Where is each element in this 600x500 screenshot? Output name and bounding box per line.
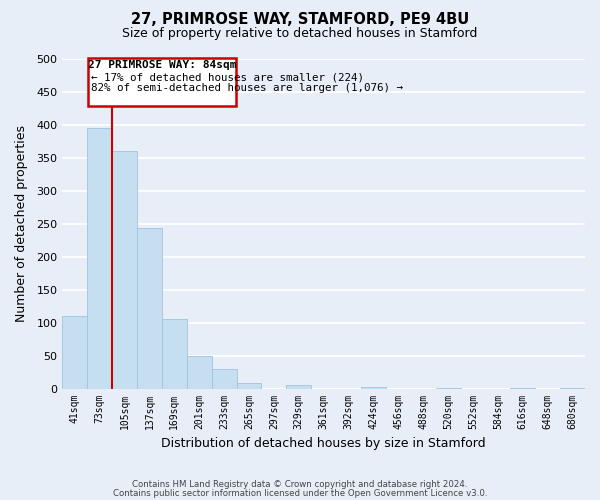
Y-axis label: Number of detached properties: Number of detached properties — [15, 126, 28, 322]
Bar — [187, 356, 212, 388]
Text: Contains HM Land Registry data © Crown copyright and database right 2024.: Contains HM Land Registry data © Crown c… — [132, 480, 468, 489]
X-axis label: Distribution of detached houses by size in Stamford: Distribution of detached houses by size … — [161, 437, 486, 450]
Text: Size of property relative to detached houses in Stamford: Size of property relative to detached ho… — [122, 28, 478, 40]
Bar — [236, 384, 262, 388]
Text: Contains public sector information licensed under the Open Government Licence v3: Contains public sector information licen… — [113, 489, 487, 498]
Text: 82% of semi-detached houses are larger (1,076) →: 82% of semi-detached houses are larger (… — [91, 84, 403, 94]
Bar — [112, 152, 137, 388]
Text: ← 17% of detached houses are smaller (224): ← 17% of detached houses are smaller (22… — [91, 72, 364, 82]
Bar — [62, 316, 87, 388]
FancyBboxPatch shape — [88, 58, 236, 106]
Bar — [162, 320, 187, 388]
Text: 27 PRIMROSE WAY: 84sqm: 27 PRIMROSE WAY: 84sqm — [88, 60, 236, 70]
Bar — [87, 128, 112, 388]
Text: 27, PRIMROSE WAY, STAMFORD, PE9 4BU: 27, PRIMROSE WAY, STAMFORD, PE9 4BU — [131, 12, 469, 28]
Bar — [137, 228, 162, 388]
Bar — [361, 387, 386, 388]
Bar — [212, 369, 236, 388]
Bar — [286, 386, 311, 388]
